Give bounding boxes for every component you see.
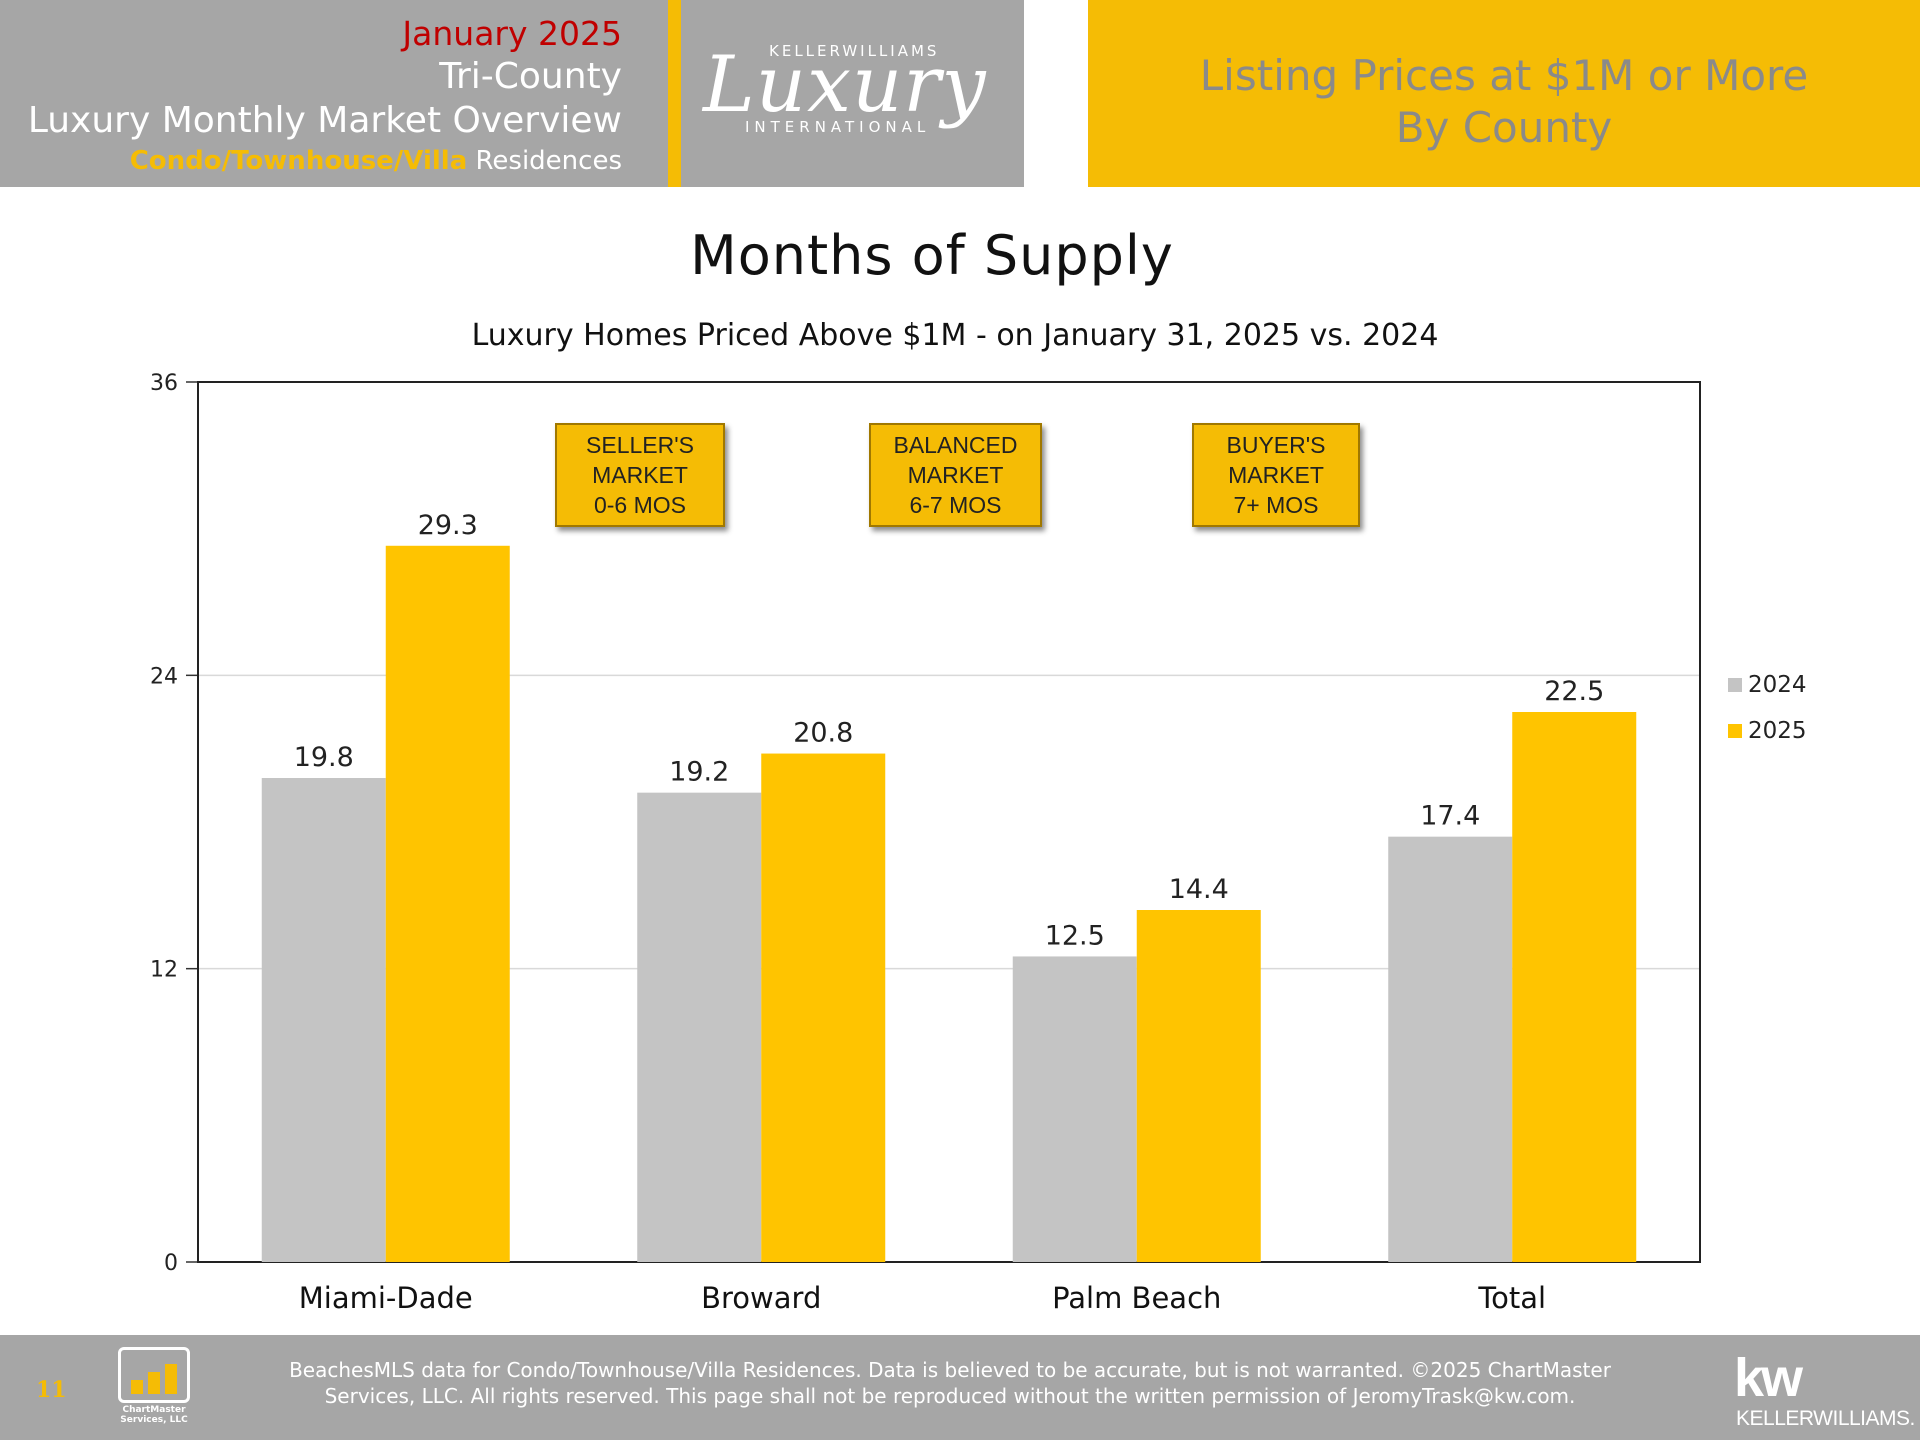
bar-2025-palm-beach (1136, 910, 1261, 1262)
plot-frame (197, 381, 1701, 1263)
report-title: Luxury Monthly Market Overview (27, 100, 622, 141)
y-tick-label: 24 (150, 664, 178, 689)
kw-logo-word: KELLERWILLIAMS. (1736, 1407, 1915, 1430)
data-label: 19.8 (294, 742, 354, 773)
header-right-panel: Listing Prices at $1M or More By County (1088, 0, 1920, 187)
chart-subtitle: Luxury Homes Priced Above $1M - on Janua… (471, 318, 1439, 353)
bar-2024-miami-dade (261, 778, 386, 1262)
report-subtitle: Condo/Townhouse/Villa Residences (130, 146, 622, 176)
bar-2025-miami-dade (385, 545, 510, 1262)
y-tick-label: 0 (164, 1251, 178, 1276)
data-label: 17.4 (1420, 801, 1480, 832)
disclaimer-line1: BeachesMLS data for Condo/Townhouse/Vill… (289, 1358, 1611, 1382)
callout-line: MARKET (592, 462, 688, 488)
chartmaster-line1: ChartMaster (122, 1405, 186, 1415)
callout-line: MARKET (907, 462, 1004, 488)
data-label: 22.5 (1544, 676, 1604, 707)
kw-luxury-logo: KELLERWILLIAMS Luxury INTERNATIONAL (681, 0, 1024, 187)
logo-brand-bottom: INTERNATIONAL (745, 118, 931, 136)
data-label: 12.5 (1045, 920, 1105, 951)
y-tick-label: 12 (150, 958, 178, 983)
report-subtitle-highlight: Condo/Townhouse/Villa (129, 146, 468, 176)
report-month: January 2025 (402, 14, 622, 53)
callout-line: 7+ MOS (1233, 492, 1319, 518)
report-subtitle-rest: Residences (467, 146, 623, 176)
disclaimer-line2: Services, LLC. All rights reserved. This… (324, 1384, 1576, 1408)
y-tick-label: 36 (150, 371, 178, 396)
legend-swatch-2024 (1728, 678, 1742, 692)
header-left-panel (0, 0, 1024, 187)
months-of-supply-chart: 0 12 24 36 19.8 29.3 Miami-Dade 19.2 20.8 Broward… (150, 371, 1807, 1315)
legend-label-2025: 2025 (1748, 718, 1807, 744)
report-area: Tri-County (439, 56, 622, 97)
logo-brand-script: Luxury (703, 40, 987, 130)
footer: 11 ChartMaster Services, LLC BeachesMLS … (0, 1335, 1920, 1440)
header-right-line2: By County (1395, 103, 1613, 152)
x-category-label: Miami-Dade (299, 1281, 473, 1315)
callout-line: MARKET (1228, 462, 1324, 488)
data-label: 14.4 (1169, 874, 1229, 905)
callout-buyers-market: BUYER'S MARKET 7+ MOS (1192, 423, 1360, 527)
legend-swatch-2025 (1728, 724, 1742, 738)
legend-label-2024: 2024 (1748, 672, 1807, 698)
callout-sellers-market: SELLER'S MARKET 0-6 MOS (555, 423, 725, 527)
footer-disclaimer: BeachesMLS data for Condo/Townhouse/Vill… (240, 1357, 1660, 1409)
logo-brand-top: KELLERWILLIAMS (769, 42, 940, 60)
x-category-label: Palm Beach (1052, 1281, 1221, 1315)
header-gold-stripe (668, 0, 681, 187)
data-label: 19.2 (669, 757, 729, 788)
chart-title: Months of Supply (690, 224, 1174, 287)
x-category-label: Broward (701, 1281, 821, 1315)
bar-2024-total (1388, 836, 1513, 1262)
chartmaster-line2: Services, LLC (120, 1415, 188, 1425)
callout-line: BALANCED (893, 432, 1018, 458)
header-right-line1: Listing Prices at $1M or More (1199, 51, 1809, 100)
callout-line: 0-6 MOS (593, 492, 687, 518)
page-number: 11 (36, 1377, 67, 1403)
callout-balanced-market: BALANCED MARKET 6-7 MOS (869, 423, 1042, 527)
data-label: 20.8 (793, 718, 853, 749)
chartmaster-logo: ChartMaster Services, LLC (118, 1347, 190, 1429)
kw-logo-mark: kw (1734, 1348, 1803, 1408)
bar-2025-broward (761, 753, 886, 1262)
bar-2024-broward (637, 792, 762, 1262)
data-label: 29.3 (418, 510, 478, 541)
callout-line: BUYER'S (1226, 432, 1326, 458)
bar-2024-palm-beach (1012, 956, 1137, 1262)
callout-line: SELLER'S (586, 432, 694, 458)
chartmaster-chart-icon (118, 1347, 190, 1403)
bar-2025-total (1512, 712, 1637, 1262)
chartmaster-label: ChartMaster Services, LLC (112, 1405, 196, 1425)
callout-line: 6-7 MOS (909, 492, 1002, 518)
x-category-label: Total (1477, 1281, 1546, 1315)
